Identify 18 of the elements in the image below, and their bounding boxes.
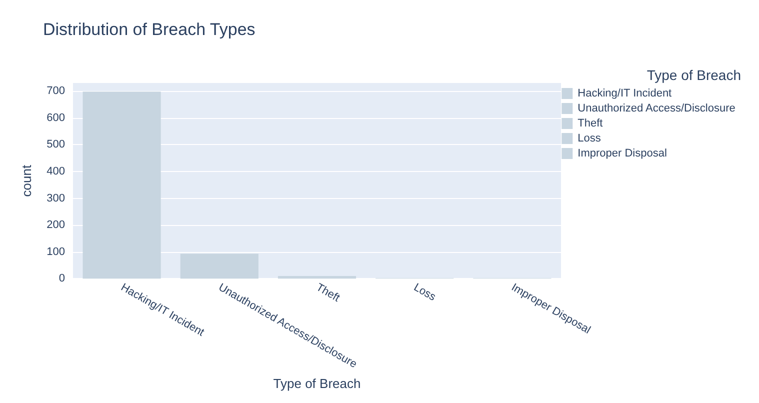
y-tick-label: 200 [46, 219, 65, 232]
y-tick-label: 400 [46, 165, 65, 178]
y-tick-label: 600 [46, 112, 65, 124]
y-tick-label: 100 [46, 246, 65, 258]
legend-label: Hacking/IT Incident [578, 88, 672, 100]
legend-title: Type of Breach [646, 67, 742, 83]
legend-label: Unauthorized Access/Disclosure [578, 102, 736, 114]
legend-label: Improper Disposal [578, 148, 667, 160]
y-tick-label: 700 [46, 85, 65, 98]
y-axis-title: count [19, 164, 34, 197]
x-tick-label: Loss [412, 281, 438, 304]
y-tick-label: 0 [58, 272, 65, 285]
chart-title: Distribution of Breach Types [43, 20, 256, 39]
legend-label: Loss [578, 132, 602, 144]
x-axis-title: Type of Breach [273, 376, 361, 391]
y-tick-label: 300 [46, 192, 65, 204]
y-tick-label: 500 [46, 138, 65, 151]
legend-label: Theft [578, 118, 603, 130]
